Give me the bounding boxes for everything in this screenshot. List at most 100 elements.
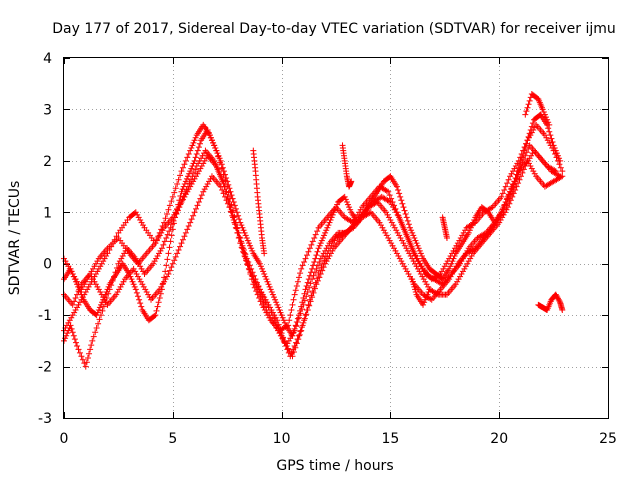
data-point-track-e (231, 202, 238, 209)
data-point-track-d (138, 265, 145, 272)
data-point-track-e (226, 185, 233, 192)
data-point-isolated-5 (420, 301, 427, 308)
data-point-track-a (189, 142, 196, 149)
x-tick-label: 0 (60, 431, 69, 447)
data-point-track-d (319, 260, 326, 267)
data-point-track-d (75, 346, 82, 353)
data-point-track-c (406, 250, 413, 257)
data-point-track-c (303, 311, 310, 318)
data-point-track-d (247, 269, 254, 276)
data-point-track-b (319, 253, 326, 259)
data-point-track-a (293, 283, 300, 289)
data-point-track-d (366, 210, 373, 217)
data-point-track-d (231, 219, 238, 226)
data-point-track-e (214, 150, 221, 157)
data-point-track-c (172, 253, 179, 260)
data-point-track-c (219, 187, 226, 193)
data-point-track-e (248, 245, 255, 252)
data-point-track-e (219, 164, 226, 171)
data-point-track-e (169, 226, 176, 233)
data-point-track-a (192, 134, 199, 141)
data-point-track-d (451, 265, 458, 272)
data-point-track-e (70, 273, 77, 280)
data-point-track-d (259, 296, 266, 303)
data-point-track-a (190, 139, 197, 146)
data-point-track-d (289, 353, 296, 360)
data-point-track-e (204, 127, 211, 133)
data-point-track-a (507, 173, 514, 180)
data-point-track-e (465, 229, 472, 236)
data-point-track-e (512, 175, 519, 181)
data-point-track-a (68, 314, 75, 321)
data-point-track-e (410, 232, 417, 239)
data-point-track-a (187, 147, 194, 154)
data-point-isolated-4 (524, 104, 531, 111)
data-point-track-e (547, 132, 554, 139)
data-point-track-a (385, 188, 392, 195)
data-point-track-e (210, 139, 217, 146)
data-point-track-d (182, 190, 189, 197)
data-point-track-d (386, 237, 393, 244)
data-point-track-e (176, 197, 183, 204)
data-point-track-c (399, 237, 406, 244)
data-point-track-a (85, 283, 92, 290)
data-point-track-e (417, 250, 424, 257)
data-point-track-c (90, 276, 97, 283)
data-point-track-c (130, 265, 137, 272)
data-point-track-b (156, 232, 163, 239)
data-point-track-d (243, 257, 250, 264)
data-point-track-e (297, 307, 304, 314)
data-point-track-e (556, 155, 563, 162)
data-point-track-b (90, 265, 97, 272)
data-point-track-d (401, 263, 408, 270)
data-point-track-e (524, 137, 531, 144)
data-point-track-d (453, 263, 460, 270)
data-point-track-d (190, 169, 197, 176)
data-point-track-e (79, 294, 86, 301)
data-point-track-d (237, 240, 244, 247)
data-point-track-d (164, 231, 171, 238)
data-point-track-c (204, 181, 211, 187)
data-point-track-e (502, 199, 509, 205)
data-point-track-c (136, 276, 143, 283)
data-point-track-d (447, 273, 454, 280)
data-point-track-e (396, 190, 403, 197)
data-point-track-b (404, 235, 411, 241)
data-point-track-d (282, 340, 289, 347)
data-point-track-e (128, 276, 135, 283)
data-point-track-e (193, 151, 200, 157)
data-point-track-e (403, 214, 410, 221)
data-point-track-c (414, 265, 421, 272)
data-point-track-e (325, 222, 332, 229)
data-point-track-c (383, 209, 390, 216)
data-point-track-e (324, 224, 331, 231)
data-point-track-b (201, 157, 208, 164)
data-point-track-e (173, 210, 180, 217)
data-point-track-e (208, 137, 215, 144)
data-point-track-d (257, 293, 264, 300)
data-point-track-d (308, 292, 315, 299)
data-point-track-e (260, 268, 267, 275)
data-point-track-e (317, 240, 324, 247)
data-point-track-e (318, 237, 325, 244)
data-point-track-e (281, 319, 288, 326)
data-point-track-a (94, 268, 101, 275)
data-point-track-e (514, 168, 521, 175)
data-point-track-e (95, 307, 102, 313)
data-point-track-e (158, 286, 165, 293)
data-point-track-c (119, 281, 126, 288)
data-point-track-c (168, 264, 175, 271)
data-point-track-a (179, 164, 186, 171)
data-point-track-a (501, 187, 508, 193)
data-point-track-e (223, 175, 230, 181)
data-point-track-e (67, 265, 74, 272)
data-point-track-c (393, 227, 400, 234)
y-tick-label: -2 (38, 360, 52, 376)
data-point-track-e (257, 263, 264, 270)
data-point-track-a (303, 252, 310, 259)
data-point-track-a (488, 205, 495, 211)
data-point-track-e (314, 248, 321, 255)
data-point-track-d (322, 253, 329, 260)
data-point-track-c (458, 271, 465, 277)
data-point-track-e (448, 260, 455, 267)
